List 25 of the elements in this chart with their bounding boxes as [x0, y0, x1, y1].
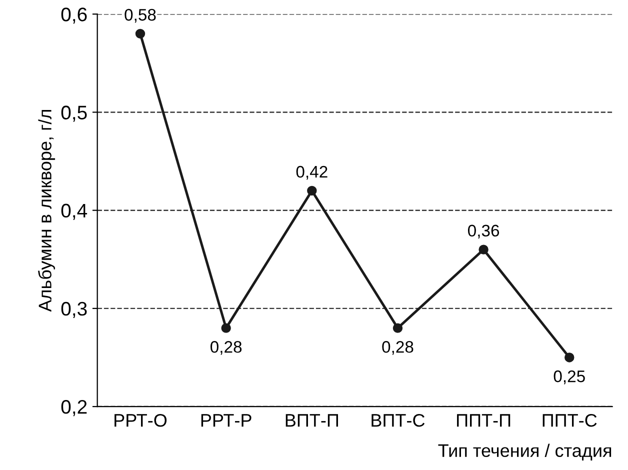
x-axis-title: Тип течения / стадия — [438, 444, 612, 460]
data-label: 0,25 — [554, 370, 585, 384]
y-tick-label: 0,5 — [61, 106, 87, 122]
y-tick-label: 0,2 — [61, 400, 87, 416]
x-tick-label: ППТ-П — [457, 414, 510, 427]
point — [307, 186, 317, 196]
y-axis-title: Альбумин в ликворе, г/л — [38, 110, 56, 312]
data-label: 0,36 — [468, 224, 500, 239]
data-label: 0,28 — [210, 341, 242, 355]
x-tick-label: РРТ-О — [114, 414, 167, 427]
point — [392, 323, 403, 333]
y-tick-label: 0,3 — [61, 302, 87, 318]
x-tick-label: ППТ-С — [542, 414, 597, 427]
data-label: 0,28 — [382, 341, 414, 355]
x-tick-label: ВПТ-П — [286, 414, 338, 427]
data-label: 0,42 — [296, 166, 328, 180]
point — [564, 352, 574, 362]
data-label: 0,58 — [124, 8, 156, 23]
y-tick-label: 0,4 — [61, 204, 88, 220]
x-tick-label: РРТ-Р — [201, 414, 252, 427]
x-tick-label: ВПТ-С — [372, 414, 425, 427]
point — [221, 323, 231, 333]
point — [135, 28, 146, 39]
y-tick-label: 0,6 — [61, 8, 87, 24]
point — [478, 244, 488, 254]
